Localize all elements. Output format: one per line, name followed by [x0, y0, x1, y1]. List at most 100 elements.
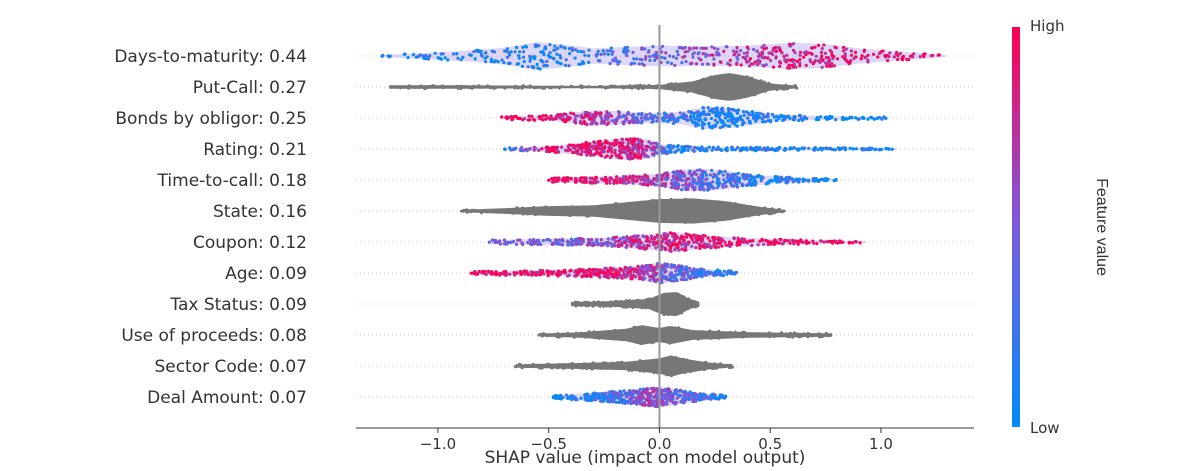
violin-point [640, 113, 644, 117]
violin-point [616, 85, 620, 89]
violin-point [703, 149, 708, 153]
violin-point [637, 120, 641, 124]
violin-point [677, 326, 681, 330]
violin-point [777, 333, 781, 337]
violin-point [851, 241, 855, 245]
violin-point [772, 115, 777, 119]
violin-point [698, 398, 702, 402]
feature-label: Days-to-maturity: 0.44 [114, 47, 307, 67]
violin-point [844, 117, 848, 121]
violin-point [527, 114, 531, 118]
violin-point [568, 212, 573, 216]
violin-point [478, 50, 482, 54]
violin-point [730, 148, 734, 152]
violin-point [665, 239, 669, 243]
violin-point [748, 332, 752, 336]
violin-point [794, 65, 798, 69]
violin-point [513, 84, 518, 88]
violin-point [727, 204, 731, 208]
violin-point [589, 333, 593, 338]
violin-point [636, 243, 640, 247]
violin-point [645, 183, 650, 187]
violin-point [702, 188, 706, 192]
violin-point [624, 238, 628, 242]
violin-point [548, 238, 552, 243]
violin-point [624, 393, 628, 398]
violin-point [632, 84, 636, 88]
violin-point [697, 51, 701, 55]
violin-point [655, 119, 659, 123]
violin-point [677, 248, 681, 252]
violin-point [579, 152, 583, 157]
violin-point [747, 113, 751, 117]
violin-point [445, 85, 449, 89]
violin-point [693, 204, 697, 208]
violin-point [792, 146, 796, 150]
violin-point [654, 404, 658, 409]
violin-point [872, 52, 876, 56]
violin-point [635, 239, 639, 243]
violin-point [680, 247, 684, 251]
violin-point [473, 208, 477, 212]
violin-point [623, 240, 627, 245]
violin-point [659, 176, 664, 180]
violin-point [666, 312, 671, 317]
violin-point [669, 246, 673, 250]
violin-point [686, 233, 690, 237]
violin-point [547, 178, 551, 182]
violin-point [587, 151, 591, 155]
violin-point [402, 52, 406, 56]
violin-point [808, 58, 812, 62]
violin-point [757, 147, 762, 151]
violin-point [700, 176, 705, 181]
violin-point [764, 63, 768, 67]
violin-point [907, 57, 911, 62]
violin-point [479, 211, 483, 215]
violin-point [860, 54, 864, 58]
violin-point [553, 210, 557, 214]
violin-use-of-proceeds [537, 325, 833, 346]
violin-point [673, 63, 677, 67]
violin-point [509, 50, 513, 54]
violin-point [673, 389, 677, 393]
violin-point [596, 49, 600, 53]
violin-point [638, 401, 642, 405]
violin-point [699, 267, 704, 271]
violin-point [819, 50, 824, 55]
violin-point [774, 55, 778, 59]
violin-point [608, 336, 612, 340]
violin-point [676, 245, 680, 250]
violin-point [582, 362, 586, 366]
violin-point [773, 238, 777, 242]
violin-point [723, 116, 727, 120]
violin-point [828, 64, 832, 68]
violin-point [796, 180, 800, 184]
violin-point [881, 49, 885, 53]
violin-point [642, 235, 646, 239]
feature-label: Tax Status: 0.09 [169, 295, 307, 315]
violin-point [556, 274, 560, 278]
violin-point [692, 111, 697, 115]
violin-point [647, 209, 652, 213]
violin-point [843, 54, 847, 58]
violin-point [849, 49, 854, 53]
violin-point [739, 146, 743, 151]
violin-point [513, 273, 517, 277]
x-tick-label: −1.0 [420, 435, 456, 453]
violin-point [558, 116, 563, 120]
violin-point [887, 147, 891, 151]
violin-point [552, 57, 556, 61]
violin-point [715, 50, 719, 55]
violin-point [548, 51, 552, 55]
violin-point [696, 113, 700, 117]
violin-point [685, 198, 689, 202]
violin-point [597, 336, 601, 340]
violin-point [543, 210, 548, 214]
violin-point [606, 244, 610, 248]
violin-point [553, 85, 558, 89]
violin-point [621, 141, 625, 145]
violin-point [735, 243, 739, 247]
violin-point [486, 84, 490, 88]
violin-point [752, 47, 756, 52]
violin-point [693, 209, 697, 213]
